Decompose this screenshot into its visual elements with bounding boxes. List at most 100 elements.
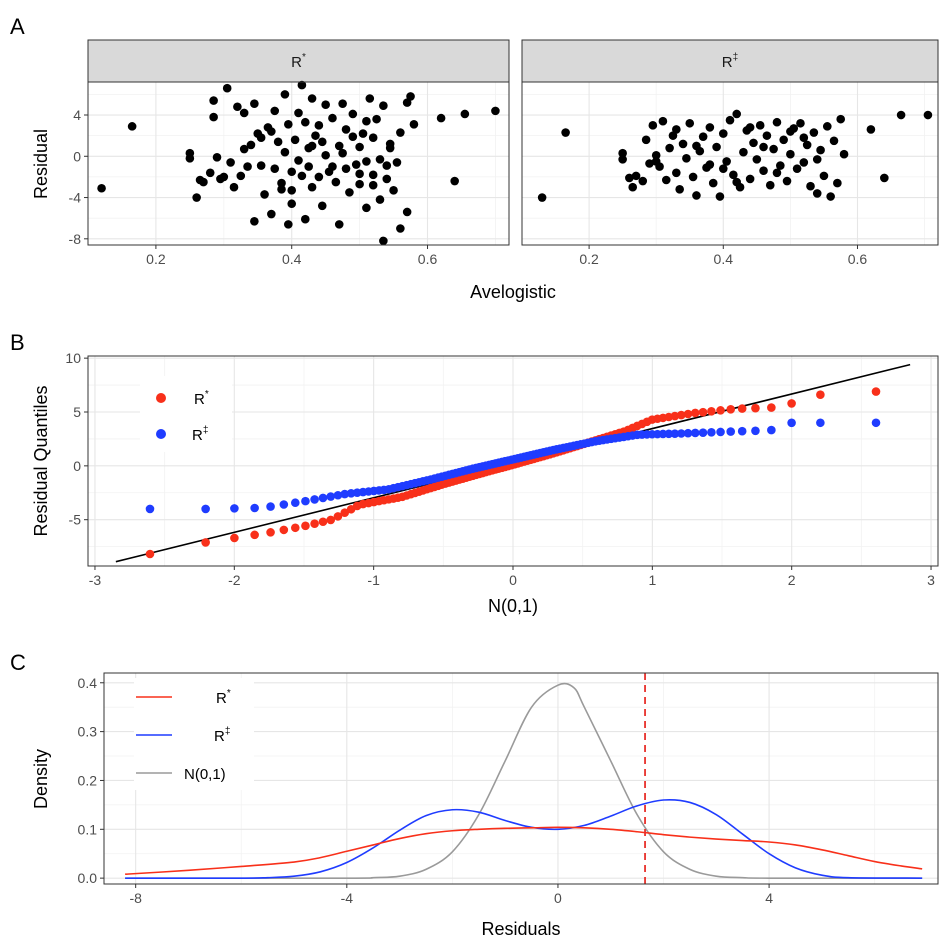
panel-b-ytick-label: -5 [69,512,82,528]
panel-c-frame [103,672,939,885]
panel-a-point [896,110,906,120]
panel-a-point [732,177,742,187]
panel-a-point [776,161,785,170]
panel-a-point [819,171,829,181]
panel-b-point-rstar [230,533,239,543]
panel-b-xlabel: N(0,1) [488,596,538,616]
panel-b-point-rdd [726,427,736,436]
panel-a-point [406,92,415,101]
panel-a-point [648,121,658,130]
panel-a-point [233,102,242,112]
panel-b-point-rstar [767,403,776,412]
panel-a-point [786,149,795,159]
panel-a-point [765,180,775,190]
panel-a-point [460,109,470,119]
panel-c-xtick-label: 4 [765,890,773,906]
panel-b-point-rdd [871,418,881,428]
legend-c-rstar-label: R* [216,688,231,707]
panel-b-ticks: -3 -2 -1 0 1 2 3 -5 0 5 10 [65,350,935,588]
legend-rdd-label: R‡ [192,425,208,444]
panel-a-point [688,172,698,182]
panel-b-point-rstar [310,519,319,528]
panel-a-point [280,147,290,157]
panel-b-point-rstar [726,405,736,414]
legend-rstar-label: R* [194,389,209,408]
panel-a-point [355,142,364,152]
panel-b-point-rstar [751,403,760,413]
panel-a-point [307,94,317,103]
panel-b-point-rdd [751,426,760,436]
panel-c-density-rstar [125,826,923,876]
panel-a-point [806,181,815,191]
panel-a-point [246,140,256,150]
panel-a-point [290,135,300,145]
panel-a-point [491,106,500,116]
panel-a-point [317,201,327,211]
panel-a-point [239,108,249,118]
panel-a-point [392,158,402,167]
panel-b-point-rdd [310,495,319,504]
panel-a-point [287,199,297,209]
panel-a: R* R‡ 0.2 0.4 0.6 -8 -4 0 4 0.2 0.4 0.6 Avelogist… [31,39,939,302]
panel-a-ticks: 0.2 0.4 0.6 -8 -4 0 4 0.2 0.4 0.6 [69,107,868,267]
panel-c: R* R‡ N(0,1) -8 -4 0 4 0.0 0.1 0.2 0.3 0.4 Resid… [31,672,939,939]
panel-a-facet1-xtick-label: 0.4 [282,251,302,267]
panel-b-point-rdd [266,502,275,511]
panel-b-point-rdd [767,425,776,435]
panel-a-point [628,182,638,192]
panel-a-point [250,99,259,108]
panel-a-point [212,153,222,162]
panel-a-point [229,182,239,192]
panel-a-point [402,207,412,217]
panel-a-point [665,143,674,153]
panel-a-point [715,192,725,201]
panel-b-point-rstar [250,530,259,540]
panel-a-point [692,191,701,200]
panel-a-point [267,209,276,219]
panel-a-point [782,176,792,186]
panel-a-point [284,119,293,129]
panel-c-ytick-label: 0.4 [78,675,98,691]
panel-a-point [658,116,668,126]
panel-b-point-rdd [326,492,336,501]
panel-a-point [341,164,351,173]
panel-b-xtick-label: -3 [89,572,102,588]
panel-a-point [692,141,701,151]
panel-c-legend: R* R‡ N(0,1) [134,678,254,790]
panel-a-point [209,112,218,122]
panel-b-xtick-label: 1 [648,572,656,588]
panel-b-point-rdd [690,428,700,438]
panel-a-point [772,117,782,127]
panel-a-ylabel: Residual [31,129,51,199]
panel-a-point [396,128,405,137]
panel-a-point [816,145,825,155]
panel-b-point-rdd [787,418,796,428]
panel-a-point [379,236,388,246]
panel-b-point-rstar [683,409,693,419]
panel-a-ytick-label: -8 [69,231,82,247]
panel-a-point [355,179,364,189]
panel-c-ylabel: Density [31,749,51,809]
panel-a-point [375,155,385,164]
panel-a-point [219,172,229,182]
panel-c-density-normal [125,682,923,879]
panel-a-point [436,113,446,123]
panel-a-point [334,141,344,151]
panel-a-point [786,127,795,136]
panel-b-point-rdd [290,498,300,508]
panel-a-point [833,178,842,188]
panel-a-point [284,220,293,229]
panel-b-point-rdd [816,418,825,428]
panel-b-point-rstar [698,407,708,417]
panel-b-point-rdd [707,428,716,437]
panel-a-facet2-xtick-label: 0.4 [714,251,734,267]
panel-a-point [372,114,381,124]
panel-a-point [311,131,320,140]
panel-b-xtick-label: 2 [788,572,796,588]
panel-a-point [368,133,378,143]
panel-a-point [752,155,762,164]
panel-a-ytick-label: 4 [73,107,81,123]
panel-b-point-rstar [326,515,336,525]
panel-a-point [638,176,648,186]
